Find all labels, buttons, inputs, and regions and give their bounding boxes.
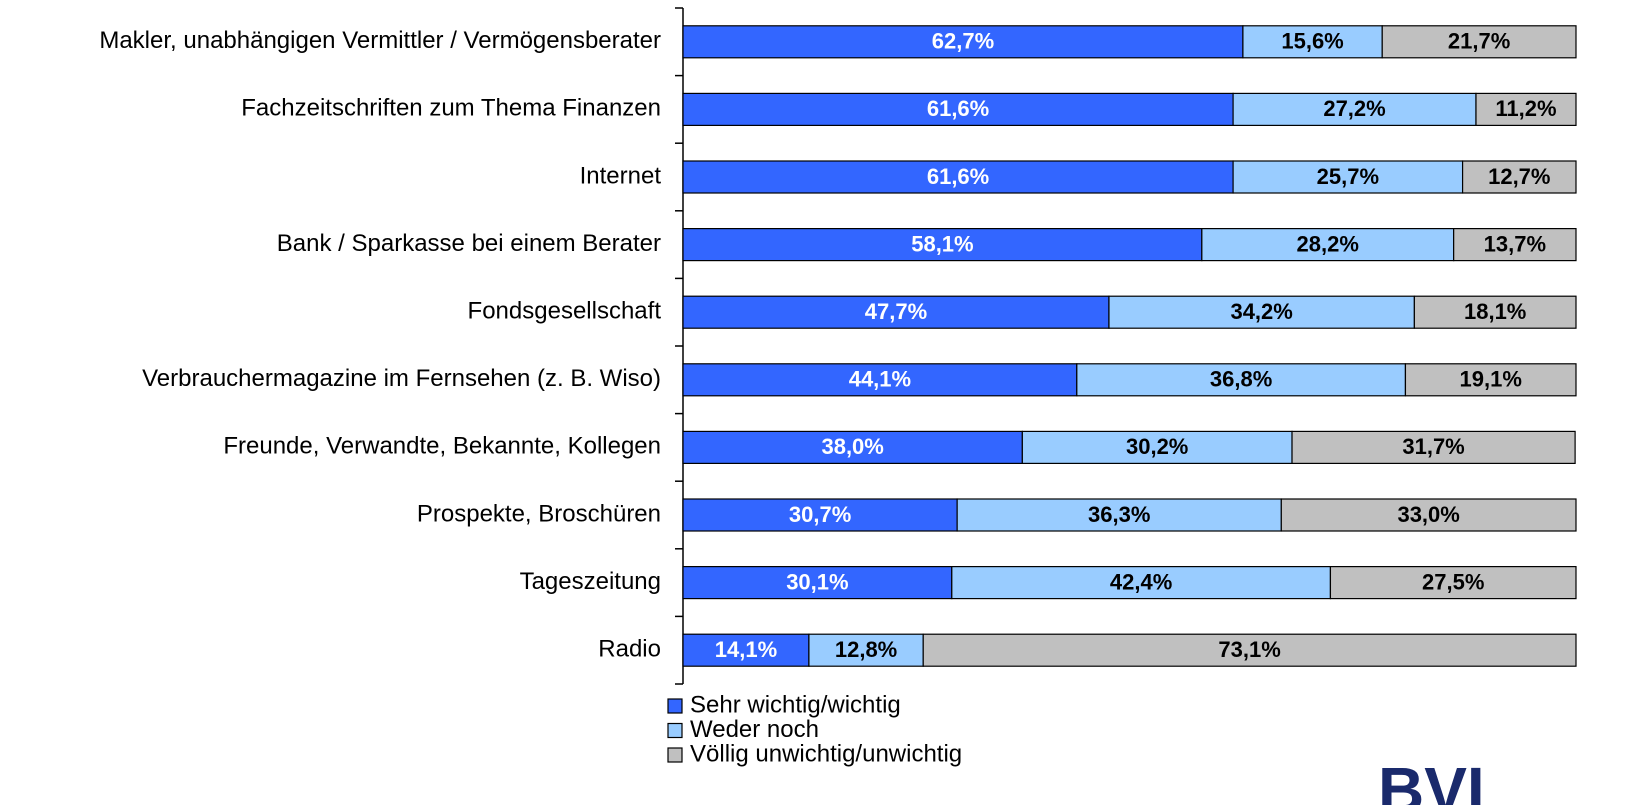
value-label: 47,7% bbox=[865, 299, 927, 324]
bar-segment bbox=[1291, 430, 1576, 464]
value-label: 27,5% bbox=[1422, 569, 1484, 594]
value-label: 34,2% bbox=[1230, 299, 1292, 324]
category-label: Bank / Sparkasse bei einem Berater bbox=[277, 230, 661, 257]
value-label: 12,8% bbox=[835, 637, 897, 662]
value-label: 21,7% bbox=[1448, 29, 1510, 54]
category-label: Fachzeitschriften zum Thema Finanzen bbox=[241, 95, 661, 122]
value-label: 61,6% bbox=[927, 96, 989, 121]
category-label: Verbrauchermagazine im Fernsehen (z. B. … bbox=[142, 365, 661, 392]
value-label: 15,6% bbox=[1281, 29, 1343, 54]
bar-segment bbox=[1404, 363, 1577, 397]
bar-segment bbox=[1280, 498, 1577, 532]
value-label: 62,7% bbox=[932, 29, 994, 54]
bar-segment bbox=[1461, 160, 1577, 194]
bar-segment bbox=[1201, 228, 1455, 262]
value-label: 30,1% bbox=[786, 569, 848, 594]
bar-segment bbox=[1076, 363, 1407, 397]
value-label: 36,8% bbox=[1210, 367, 1272, 392]
legend-label: Sehr wichtig/wichtig bbox=[690, 691, 901, 718]
category-label: Fondsgesellschaft bbox=[468, 298, 662, 325]
legend-swatch bbox=[667, 747, 683, 763]
bar-segment bbox=[808, 633, 924, 667]
bar-segment bbox=[682, 295, 1110, 329]
bar-segment bbox=[682, 498, 958, 532]
bar-segment bbox=[1413, 295, 1577, 329]
bar-segment bbox=[1021, 430, 1293, 464]
category-label: Tageszeitung bbox=[520, 568, 661, 595]
value-label: 61,6% bbox=[927, 164, 989, 189]
value-label: 19,1% bbox=[1460, 367, 1522, 392]
bar-segment bbox=[1475, 92, 1577, 127]
value-label: 25,7% bbox=[1317, 164, 1379, 189]
bar-segment bbox=[951, 565, 1332, 600]
value-label: 11,2% bbox=[1495, 96, 1556, 121]
value-label: 73,1% bbox=[1218, 637, 1280, 662]
category-label: Prospekte, Broschüren bbox=[417, 500, 661, 527]
legend-label: Weder noch bbox=[690, 716, 819, 743]
value-label: 27,2% bbox=[1323, 96, 1385, 121]
bar-segment bbox=[1108, 295, 1415, 329]
value-label: 18,1% bbox=[1464, 299, 1526, 324]
legend-swatch bbox=[667, 722, 683, 739]
value-label: 30,2% bbox=[1126, 434, 1188, 459]
bar-segment bbox=[922, 633, 1577, 667]
value-label: 36,3% bbox=[1088, 502, 1150, 527]
bar-segment bbox=[682, 25, 1244, 59]
value-label: 38,0% bbox=[821, 434, 883, 459]
bar-segment bbox=[1453, 228, 1577, 262]
legend-swatch bbox=[667, 698, 683, 714]
value-label: 13,7% bbox=[1484, 231, 1546, 256]
bar-segment bbox=[1242, 25, 1383, 59]
value-label: 14,1% bbox=[715, 637, 777, 662]
value-label: 42,4% bbox=[1110, 569, 1172, 594]
bar-segment bbox=[1232, 92, 1477, 127]
category-label: Freunde, Verwandte, Bekannte, Kollegen bbox=[223, 433, 661, 460]
category-label: Radio bbox=[598, 636, 661, 663]
bar-segment bbox=[682, 160, 1234, 194]
logo: BVI bbox=[1378, 754, 1485, 805]
value-label: 33,0% bbox=[1397, 502, 1459, 527]
category-label: Makler, unabhängigen Vermittler / Vermög… bbox=[99, 27, 661, 54]
bar-segment bbox=[1329, 565, 1577, 600]
bar-segment bbox=[682, 92, 1234, 127]
bar-segment bbox=[682, 228, 1203, 262]
bar-segment bbox=[1381, 25, 1577, 59]
value-label: 44,1% bbox=[849, 367, 911, 392]
bar-segment bbox=[682, 363, 1078, 397]
category-label: Internet bbox=[580, 162, 662, 189]
value-label: 28,2% bbox=[1297, 231, 1359, 256]
legend-label: Völlig unwichtig/unwichtig bbox=[690, 740, 962, 767]
value-label: 30,7% bbox=[789, 502, 851, 527]
value-label: 58,1% bbox=[911, 231, 973, 256]
value-label: 12,7% bbox=[1488, 164, 1550, 189]
value-label: 31,7% bbox=[1402, 434, 1464, 459]
